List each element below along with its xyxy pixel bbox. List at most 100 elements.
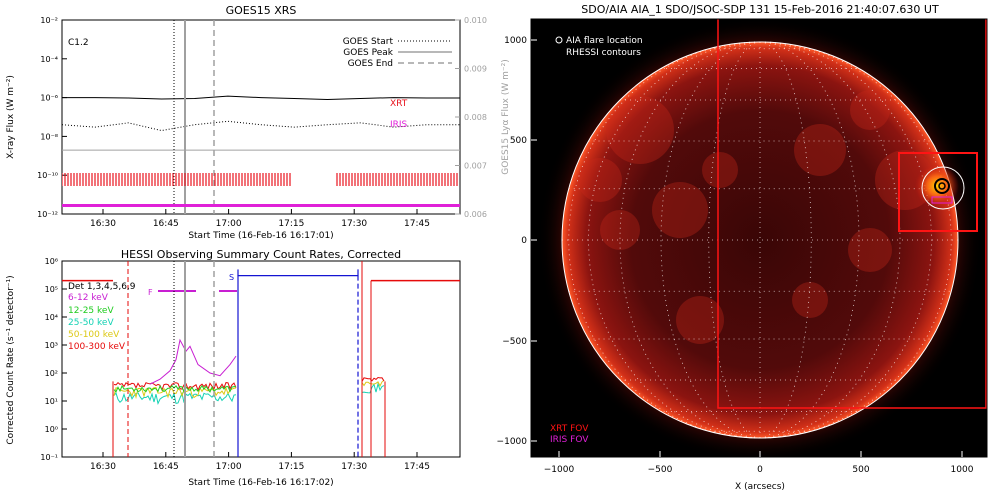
goes-title: GOES15 XRS	[226, 4, 297, 17]
hessi-legend-6-12: 6-12 keV	[68, 293, 109, 303]
hessi-legend-50-100: 50-100 keV	[68, 330, 120, 340]
hessi-x-tick-label: 16:30	[90, 462, 116, 472]
aia-y-tick-label: −500	[502, 337, 527, 347]
active-region-blob	[652, 182, 708, 238]
rhessi-contour-inner	[938, 182, 946, 190]
aia-legend: AIA flare location RHESSI contours	[555, 36, 643, 58]
aia-y-tick-label: −1000	[497, 437, 528, 447]
aia-iris-fov-label: IRIS FOV	[550, 435, 589, 445]
goes-y2-tick-label: 0.010	[464, 16, 487, 25]
goes-class-annotation: C1.2	[68, 38, 89, 48]
goes-x-tick-label: 16:30	[90, 219, 116, 229]
iris-fov-small	[931, 196, 953, 204]
aia-x-tick-label: 500	[852, 465, 869, 475]
hessi-y-tick-label: 10¹	[45, 397, 58, 406]
goes-legend: GOES Start GOES Peak GOES End	[343, 37, 452, 69]
active-region-blob	[848, 228, 892, 272]
hessi-6-12-trace	[149, 338, 237, 385]
hessi-x-tick-label: 17:45	[404, 462, 430, 472]
aia-legend-flare-location: AIA flare location	[566, 36, 643, 46]
aia-y-tick-label: 500	[510, 136, 527, 146]
iris-coverage-bar	[62, 204, 460, 207]
goes-y-axis-label: X-ray Flux (W m⁻²)	[6, 75, 16, 159]
aia-plot-frame	[530, 18, 988, 458]
goes-y-tick-label: 10⁻¹²	[37, 210, 58, 219]
hessi-12-25-trace	[113, 384, 237, 394]
longitude-grid-line	[568, 41, 761, 439]
hessi-50-100-trace-right	[361, 379, 385, 387]
goes-y-tick-label: 10⁻⁴	[40, 55, 58, 64]
goes-y-ticks: 10⁻² 10⁻⁴ 10⁻⁶ 10⁻⁸ 10⁻¹⁰ 10⁻¹²	[37, 16, 67, 219]
goes-y2-ticks: 0.010 0.009 0.008 0.007 0.006	[455, 16, 487, 219]
aia-xrt-fov-label: XRT FOV	[550, 424, 589, 434]
goes-x-ticks: 16:30 16:45 17:00 17:15 17:30 17:45	[90, 209, 430, 229]
aia-x-tick-label: 1000	[951, 465, 974, 475]
hessi-data-layer	[62, 261, 460, 457]
hessi-s-flag-line	[237, 269, 359, 457]
hessi-x-ticks: 16:30 16:45 17:00 17:15 17:30 17:45	[90, 452, 430, 472]
limb-circle	[561, 41, 959, 439]
goes-y2-tick-label: 0.009	[464, 65, 487, 74]
goes-x-tick-label: 17:00	[216, 219, 242, 229]
active-region-blob	[600, 210, 640, 250]
active-region-blob	[702, 152, 738, 188]
goes-legend-peak: GOES Peak	[343, 48, 393, 58]
hessi-x-tick-label: 17:15	[278, 462, 304, 472]
active-region-blob	[850, 90, 890, 130]
goes-x-tick-label: 16:45	[153, 219, 179, 229]
hessi-25-50-trace-right	[361, 382, 385, 394]
longitude-grid-line	[759, 41, 952, 439]
hessi-y-tick-label: 10⁵	[45, 285, 58, 294]
longitude-grid-line	[759, 41, 932, 439]
goes-x-tick-label: 17:45	[404, 219, 430, 229]
longitude-grid-line	[759, 41, 901, 439]
goes-y-tick-label: 10⁻⁶	[40, 94, 58, 103]
aia-legend-circle-icon	[555, 36, 563, 44]
hessi-y-tick-label: 10⁴	[45, 313, 58, 322]
goes-panel: GOES15 XRS 10⁻² 10⁻⁴ 10⁻⁶ 10⁻⁸ 10⁻¹⁰ 10⁻¹² 0.…	[6, 4, 511, 241]
goes-y2-axis-label: GOES15 Lyα Flux (W m⁻²)	[501, 59, 511, 175]
rhessi-contour-outer	[934, 178, 950, 194]
hessi-x-tick-label: 17:00	[216, 462, 242, 472]
goes-x-axis-label: Start Time (16-Feb-16 16:17:01)	[188, 231, 333, 241]
goes-legend-start: GOES Start	[343, 37, 394, 47]
goes-x-tick-label: 17:30	[341, 219, 367, 229]
hessi-y-tick-label: 10⁶	[45, 257, 58, 266]
aia-y-ticks: 1000 500 0 −500 −1000	[497, 36, 537, 447]
hessi-legend-100-300: 100-300 keV	[68, 342, 126, 352]
goes-y-tick-label: 10⁻¹⁰	[37, 171, 58, 180]
goes-data-layer	[62, 20, 460, 214]
hessi-y-tick-label: 10⁰	[45, 425, 58, 434]
longitude-grid-line	[588, 41, 761, 439]
hessi-x-tick-label: 16:45	[153, 462, 179, 472]
goes-y2-tick-label: 0.007	[464, 162, 487, 171]
hessi-x-axis-label: Start Time (16-Feb-16 16:17:02)	[188, 478, 333, 488]
goes-xrt-label: XRT	[390, 99, 408, 109]
aia-x-tick-label: −1000	[544, 465, 575, 475]
hessi-y-tick-label: 10⁻¹	[40, 453, 58, 462]
iris-fov-box	[898, 152, 978, 232]
hessi-x-tick-label: 17:30	[341, 462, 367, 472]
aia-y-tick-label: 0	[521, 236, 527, 246]
hessi-legend-12-25: 12-25 keV	[68, 306, 114, 316]
xrt-fov-box	[717, 19, 987, 409]
aia-x-ticks: −1000 −500 0 500 1000	[544, 451, 974, 475]
hessi-y-tick-label: 10²	[45, 369, 58, 378]
active-region-blob	[606, 96, 674, 164]
heliographic-grid	[562, 41, 958, 439]
aia-panel: SDO/AIA AIA_1 SDO/JSOC-SDP 131 15-Feb-20…	[497, 3, 988, 492]
hessi-f-flag: F	[148, 288, 153, 297]
aia-flare-location-circle	[921, 166, 965, 210]
goes-y-tick-label: 10⁻²	[40, 16, 58, 25]
aia-x-tick-label: −500	[648, 465, 673, 475]
goes-short-flux-line	[62, 120, 460, 132]
hessi-title: HESSI Observing Summary Count Rates, Cor…	[121, 248, 401, 261]
goes-y2-tick-label: 0.006	[464, 210, 487, 219]
longitude-grid-line	[619, 41, 761, 439]
hessi-25-50-trace	[113, 391, 237, 405]
hessi-plot-frame	[61, 260, 461, 458]
active-region-blob	[578, 158, 622, 202]
hessi-y-tick-label: 10³	[45, 341, 58, 350]
aia-legend-rhessi: RHESSI contours	[566, 48, 641, 58]
